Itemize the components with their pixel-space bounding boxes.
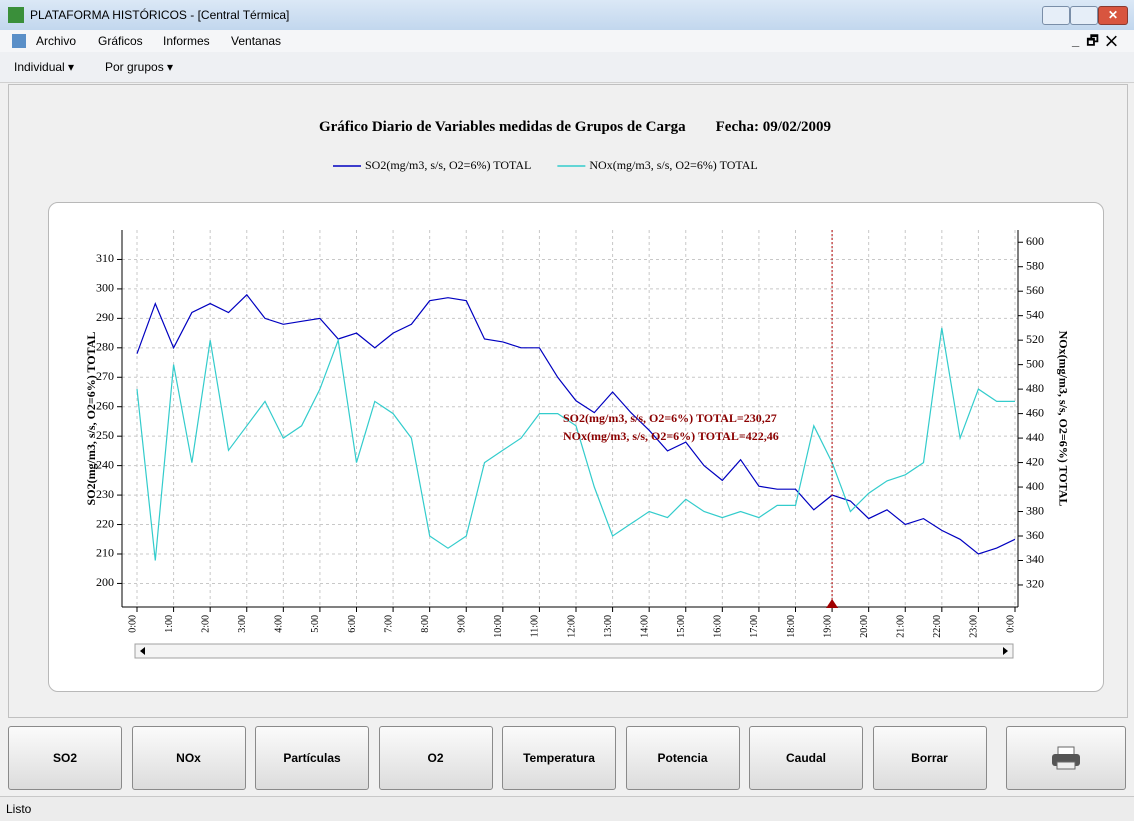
y-tick-label: 280 [96,340,114,354]
action-button[interactable]: Temperatura [502,726,616,790]
y2-tick-label: 580 [1026,258,1044,272]
x-tick-label: 15:00 [676,615,687,638]
series-line [136,293,1016,555]
cursor-marker [826,599,839,608]
series-line [136,327,1015,561]
chart-subtitle: Fecha: 09/02/2009 [716,119,831,135]
y-tick-label: 240 [96,457,114,471]
x-tick-label: 10:00 [493,615,504,638]
y2-tick-label: 320 [1026,577,1044,591]
cursor-annotation: NOx(mg/m3, s/s, O2=6%) TOTAL=422,46 [563,429,779,443]
cursor-annotation: SO2(mg/m3, s/s, O2=6%) TOTAL=230,27 [563,411,777,425]
y-tick-label: 200 [96,575,114,589]
x-tick-label: 13:00 [603,615,614,638]
menu-item[interactable]: Archivo [36,34,77,48]
y2-tick-label: 500 [1026,356,1044,370]
y-tick-label: 250 [96,428,114,442]
x-tick-label: 14:00 [639,615,650,638]
y2-tick-label: 420 [1026,454,1044,468]
scrollbar [134,643,1014,659]
x-tick-label: 0:00 [1005,615,1016,633]
menu-bar: Archivo Gráficos Informes Ventanas _ 🗗 ✕ [0,30,1134,52]
app-icon [8,7,24,23]
toolbar-item[interactable]: Individual ▾ [14,60,75,74]
x-tick-label: 16:00 [713,615,724,638]
action-button[interactable]: Partículas [255,726,369,790]
scroll-arrow-right [1003,647,1008,655]
y-tick-label: 300 [96,281,114,295]
x-tick-label: 9:00 [457,615,468,633]
y2-tick-label: 360 [1026,528,1044,542]
x-tick-label: 2:00 [200,615,211,633]
action-button[interactable]: Potencia [625,726,740,790]
x-tick-label: 0:00 [127,615,138,633]
mdi-controls[interactable]: _ 🗗 ✕ [1072,33,1118,48]
y2-tick-label: 400 [1026,479,1044,493]
y-tick-label: 210 [96,546,114,560]
x-tick-label: 7:00 [383,615,394,633]
chart: Gráfico Diario de Variables medidas de G… [84,119,1070,659]
y2-tick-label: 460 [1026,405,1044,419]
y2-tick-label: 480 [1026,381,1044,395]
x-tick-label: 4:00 [274,615,285,633]
x-tick-label: 23:00 [969,615,980,638]
y2-tick-label: 380 [1026,503,1044,517]
x-tick-label: 1:00 [164,615,175,633]
y-tick-label: 310 [96,251,114,265]
scroll-arrow-left [140,647,145,655]
toolbar: Individual ▾ Por grupos ▾ [0,52,1134,83]
x-tick-label: 6:00 [347,615,358,633]
y2-tick-label: 440 [1026,430,1044,444]
y2-tick-label: 560 [1026,283,1044,297]
x-tick-label: 3:00 [237,615,248,633]
x-tick-label: 19:00 [822,615,833,638]
y2-axis-label: NOx(mg/m3, s/s, O2=6%) TOTAL [1056,331,1070,507]
toolbar-label: Individual [14,60,65,74]
y2-tick-label: 520 [1026,332,1044,346]
action-button[interactable]: Caudal [749,726,863,790]
y2-tick-label: 600 [1026,234,1044,248]
x-tick-label: 17:00 [749,615,760,638]
y2-tick-label: 540 [1026,307,1044,321]
window-title: PLATAFORMA HISTÓRICOS - [Central Térmica… [30,8,290,22]
minimize-button[interactable] [1042,6,1070,25]
maximize-button[interactable] [1070,6,1098,25]
title-bar: PLATAFORMA HISTÓRICOS - [Central Térmica… [0,0,1134,31]
menu-item[interactable]: Gráficos [98,34,143,48]
x-tick-label: 18:00 [786,615,797,638]
y-tick-label: 220 [96,516,114,530]
close-button[interactable]: ✕ [1098,6,1128,25]
y-axis-label: SO2(mg/m3, s/s, O2=6%) TOTAL [84,332,98,506]
action-button[interactable]: Borrar [872,726,987,790]
legend-label: SO2(mg/m3, s/s, O2=6%) TOTAL [365,158,531,172]
y-tick-label: 270 [96,369,114,383]
y-tick-label: 260 [96,398,114,412]
menu-item[interactable]: Informes [163,34,210,48]
legend-label: NOx(mg/m3, s/s, O2=6%) TOTAL [589,158,757,172]
status-text: Listo [6,802,32,816]
status-bar: Listo [0,796,1134,821]
print-button[interactable] [1006,726,1126,790]
printer-icon [1052,746,1080,770]
y-tick-label: 290 [96,310,114,324]
toolbar-label: Por grupos [105,60,164,74]
doc-icon [12,34,26,48]
action-button[interactable]: O2 [378,726,493,790]
x-tick-label: 8:00 [420,615,431,633]
x-tick-label: 12:00 [566,615,577,638]
y2-tick-label: 340 [1026,552,1044,566]
y-tick-label: 230 [96,487,114,501]
x-tick-label: 22:00 [932,615,943,638]
menu-item[interactable]: Ventanas [231,34,282,48]
toolbar-item[interactable]: Por grupos ▾ [105,60,174,74]
action-button[interactable]: SO2 [8,726,122,790]
title-text: Gráfico Diario de Variables medidas de G… [319,119,686,135]
x-tick-label: 21:00 [896,615,907,638]
x-tick-label: 11:00 [530,615,541,637]
chart-title: Gráfico Diario de Variables medidas de G… [319,119,831,135]
action-button[interactable]: NOx [131,726,246,790]
x-tick-label: 20:00 [859,615,870,638]
x-tick-label: 5:00 [310,615,321,633]
